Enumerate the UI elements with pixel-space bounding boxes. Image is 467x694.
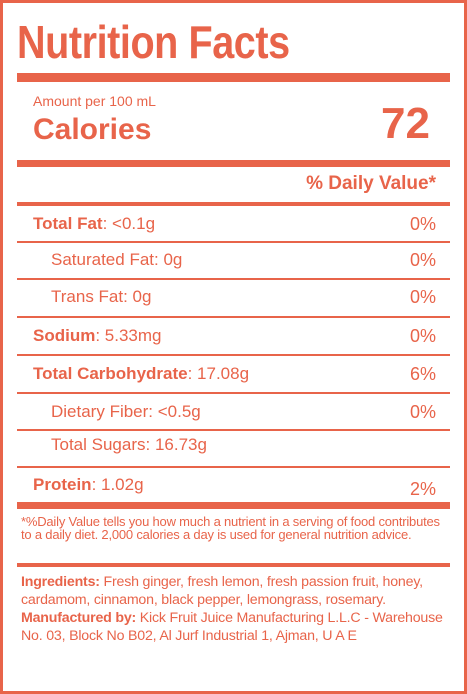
- nutrient-daily-value: 0%: [409, 214, 436, 234]
- title-divider: [17, 73, 450, 82]
- nutrient-name: Dietary Fiber: <0.5g: [51, 402, 201, 421]
- row-divider: [17, 429, 450, 431]
- row-divider: [17, 354, 450, 356]
- nutrient-name: Saturated Fat: 0g: [51, 250, 183, 269]
- protein-divider: [17, 502, 450, 509]
- calories-value: 72: [381, 99, 430, 148]
- row-divider: [17, 278, 450, 280]
- daily-value-footnote: *%Daily Value tells you how much a nutri…: [21, 514, 440, 542]
- row-divider: [17, 466, 450, 468]
- nutrient-name: Total Carbohydrate: 17.08g: [33, 364, 250, 383]
- calories-divider: [17, 160, 450, 167]
- manufacturer-label: Manufactured by:: [21, 610, 137, 626]
- row-divider: [17, 241, 450, 243]
- daily-value-header: % Daily Value*: [306, 173, 436, 194]
- footnote-divider: [17, 563, 450, 567]
- manufacturer-text: Manufactured by: Kick Fruit Juice Manufa…: [21, 609, 446, 645]
- label-title: Nutrition Facts: [17, 16, 290, 68]
- daily-value-divider: [17, 202, 450, 206]
- amount-per-serving: Amount per 100 mL: [33, 93, 156, 109]
- ingredients-block: Ingredients: Fresh ginger, fresh lemon, …: [21, 573, 446, 645]
- nutrient-daily-value: 0%: [409, 402, 436, 422]
- nutrient-name: Trans Fat: 0g: [51, 287, 152, 306]
- calories-label: Calories: [33, 113, 152, 146]
- nutrient-name: Total Fat: <0.1g: [33, 214, 156, 233]
- nutrient-name: Sodium: 5.33mg: [33, 326, 162, 345]
- nutrient-daily-value: 6%: [409, 364, 436, 384]
- nutrient-daily-value: 0%: [409, 287, 436, 307]
- nutrient-daily-value: 0%: [409, 326, 436, 346]
- nutrient-daily-value: 2%: [409, 479, 436, 499]
- ingredients-label: Ingredients:: [21, 574, 100, 590]
- nutrient-daily-value: 0%: [409, 250, 436, 270]
- row-divider: [17, 392, 450, 394]
- nutrient-name: Total Sugars: 16.73g: [51, 435, 207, 454]
- manufacturer-address: Kick Fruit Juice Manufacturing L.L.C - W…: [21, 610, 443, 644]
- row-divider: [17, 316, 450, 318]
- ingredients-text: Ingredients: Fresh ginger, fresh lemon, …: [21, 573, 446, 609]
- nutrient-name: Protein: 1.02g: [33, 475, 144, 494]
- ingredients-list: Fresh ginger, fresh lemon, fresh passion…: [21, 574, 423, 608]
